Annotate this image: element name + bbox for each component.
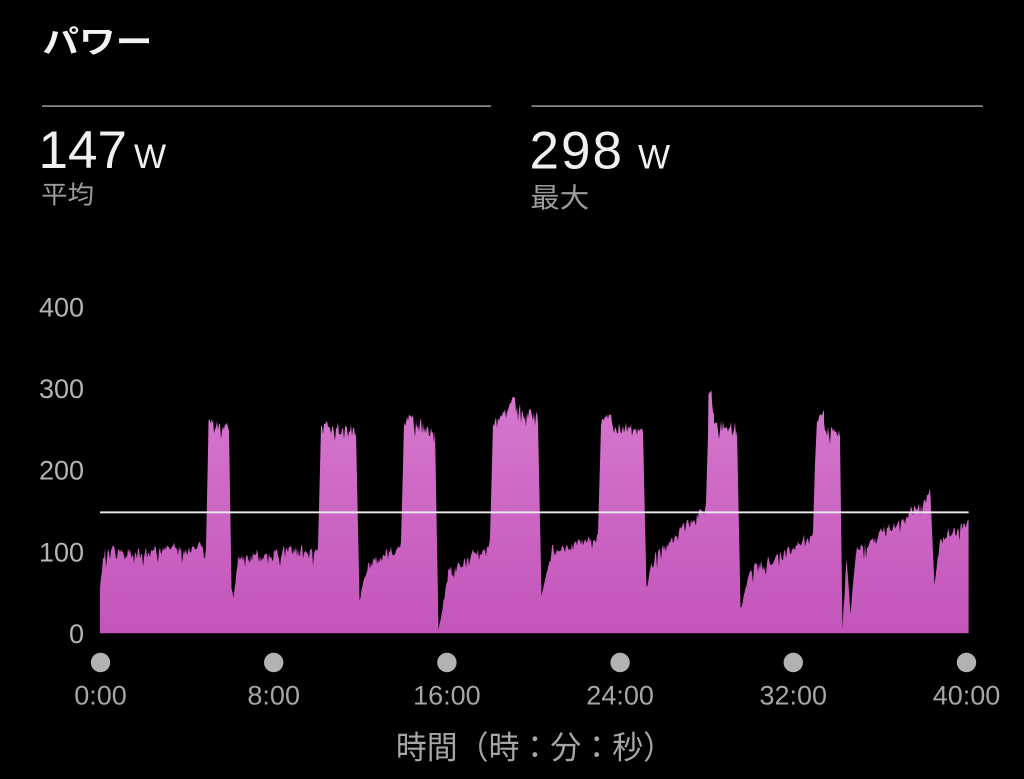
svg-text:147: 147 (39, 121, 127, 180)
svg-text:W: W (134, 138, 166, 176)
svg-text:0: 0 (69, 619, 84, 649)
svg-text:200: 200 (39, 456, 84, 486)
svg-text:16:00: 16:00 (413, 681, 481, 711)
svg-text:W: W (638, 139, 670, 177)
svg-text:298: 298 (530, 122, 624, 181)
svg-text:100: 100 (39, 537, 84, 567)
svg-text:400: 400 (39, 292, 84, 322)
svg-text:32:00: 32:00 (760, 681, 828, 711)
svg-text:40:00: 40:00 (933, 681, 1001, 711)
svg-text:300: 300 (39, 374, 84, 404)
svg-text:0:00: 0:00 (74, 681, 127, 711)
svg-text:8:00: 8:00 (247, 681, 300, 711)
svg-text:24:00: 24:00 (586, 681, 654, 711)
